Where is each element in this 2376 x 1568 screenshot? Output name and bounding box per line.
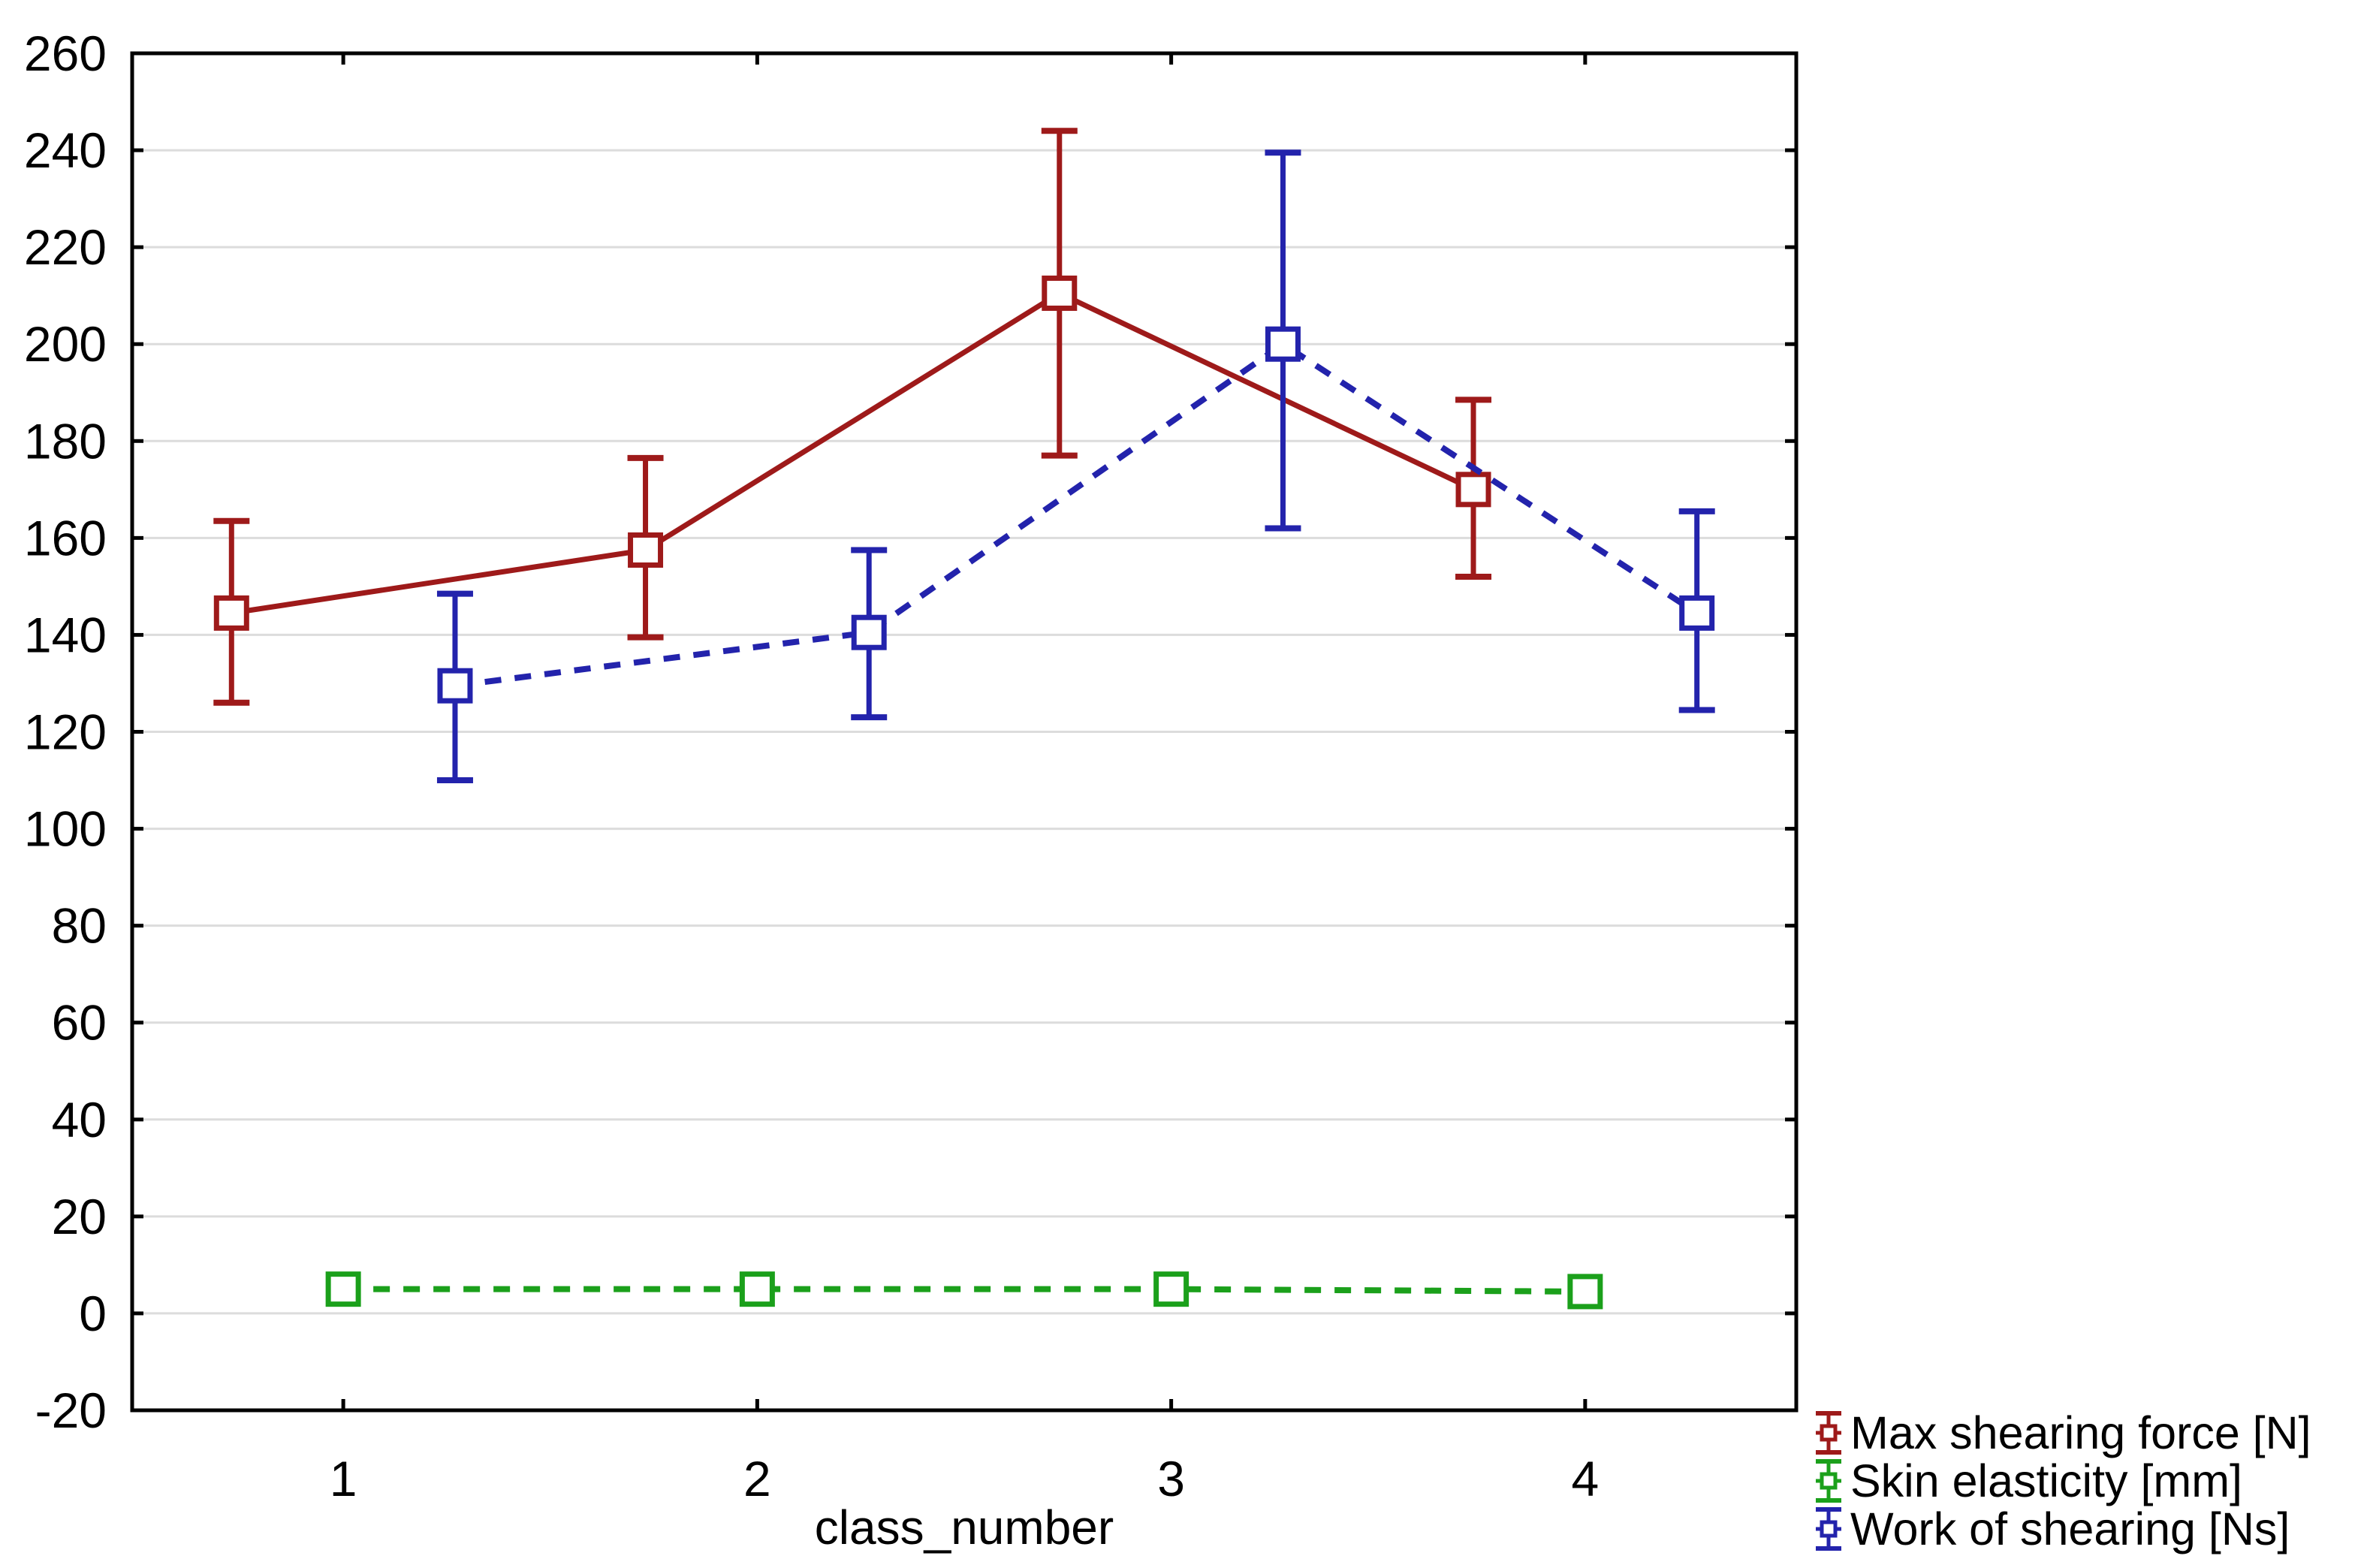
y-tick-label: 100	[24, 801, 107, 857]
icon-square	[1820, 1520, 1838, 1538]
y-tick-label: 240	[24, 122, 107, 178]
y-tick-label: 120	[24, 704, 107, 760]
data-point-marker	[1042, 275, 1078, 311]
legend-label: Work of shearing [Ns]	[1850, 1503, 2290, 1554]
data-point-marker	[851, 614, 887, 650]
icon-square	[1820, 1472, 1838, 1490]
y-tick-label: 80	[52, 898, 107, 954]
error-bar-marker-icon	[1816, 1459, 1841, 1503]
plot-border	[130, 51, 1799, 1413]
x-axis-title: class_number	[814, 1500, 1114, 1554]
y-tick-label: -20	[35, 1383, 107, 1438]
y-tick-label: 260	[24, 26, 107, 81]
x-tick-label: 3	[1157, 1451, 1185, 1506]
data-point-marker	[1455, 472, 1491, 508]
legend: Max shearing force [N] Skin elasticity [m…	[1811, 1407, 2311, 1554]
y-tick-label: 60	[52, 995, 107, 1051]
data-point-marker	[1153, 1271, 1190, 1307]
legend-item-max-shearing-force: Max shearing force [N]	[1811, 1407, 2311, 1458]
legend-label: Max shearing force [N]	[1850, 1407, 2311, 1458]
error-bar-marker-icon	[1816, 1507, 1841, 1551]
y-tick-label: 0	[79, 1286, 107, 1341]
series-max-shearing-force	[213, 128, 1492, 706]
series-line	[454, 340, 1699, 689]
y-tick-label: 140	[24, 607, 107, 662]
y-tick-label: 180	[24, 413, 107, 469]
error-bar-marker-icon	[1816, 1411, 1841, 1455]
series-line	[231, 290, 1475, 616]
legend-item-skin-elasticity: Skin elasticity [mm]	[1811, 1455, 2311, 1506]
series-work-of-shearing	[436, 149, 1715, 784]
data-point-marker	[213, 595, 249, 631]
x-tick-label: 2	[743, 1451, 771, 1506]
data-point-marker	[1679, 595, 1715, 631]
data-point-marker	[1265, 326, 1301, 362]
data-point-marker	[739, 1271, 775, 1307]
data-point-marker	[1567, 1274, 1603, 1310]
y-tick-label: 20	[52, 1189, 107, 1244]
legend-label: Skin elasticity [mm]	[1850, 1455, 2242, 1506]
icon-square	[1820, 1424, 1838, 1442]
legend-item-work-of-shearing: Work of shearing [Ns]	[1811, 1503, 2311, 1554]
y-tick-label: 200	[24, 316, 107, 372]
series-line	[343, 1286, 1585, 1295]
data-point-marker	[437, 668, 473, 704]
x-tick-label: 4	[1572, 1451, 1600, 1506]
data-point-marker	[628, 532, 664, 568]
data-point-marker	[325, 1271, 361, 1307]
series-skin-elasticity	[325, 1271, 1603, 1310]
x-tick-label: 1	[330, 1451, 357, 1506]
y-tick-label: 220	[24, 219, 107, 275]
y-tick-label: 40	[52, 1092, 107, 1147]
y-tick-label: 160	[24, 510, 107, 565]
